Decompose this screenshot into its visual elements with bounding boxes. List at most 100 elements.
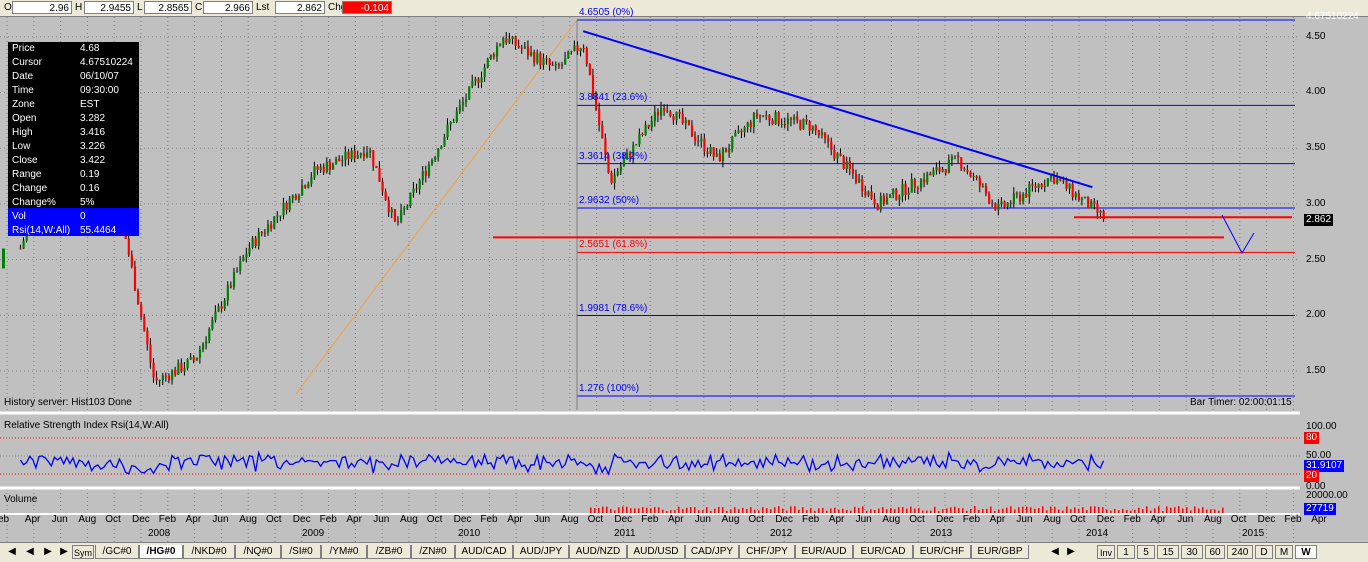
candle-body	[474, 78, 477, 82]
candle-body	[817, 130, 821, 136]
first-tab-icon[interactable]: ◀	[8, 546, 16, 557]
candle-body	[957, 155, 960, 158]
candle-body	[313, 166, 316, 178]
low-label: L	[137, 2, 143, 13]
interval-list-button[interactable]: Inv	[1097, 545, 1115, 559]
candle-body	[223, 300, 226, 309]
volume-bar	[922, 510, 924, 513]
symbol-tab[interactable]: CHF/JPY	[739, 545, 795, 559]
volume-bar	[762, 507, 764, 513]
candle-body	[774, 112, 777, 125]
volume-bar	[1106, 509, 1108, 513]
timeframe-tab[interactable]: W	[1295, 545, 1317, 559]
symbol-tab[interactable]: AUD/NZD	[569, 545, 627, 559]
candle-body	[576, 45, 579, 52]
timeframe-tab[interactable]: 30	[1181, 545, 1203, 559]
volume-bar	[918, 508, 920, 513]
timeframe-tab[interactable]: 240	[1227, 545, 1253, 559]
volume-bar	[1022, 506, 1024, 513]
candle-body	[703, 138, 706, 152]
candle-body	[458, 105, 462, 112]
volume-bar	[830, 508, 832, 513]
price-tick: 2.00	[1306, 309, 1326, 321]
volume-bar	[642, 507, 644, 513]
candle-body	[805, 119, 808, 122]
candle-body	[418, 180, 421, 190]
volume-bar	[1090, 506, 1092, 513]
candle-body	[161, 375, 164, 381]
candle-body	[907, 192, 910, 195]
timeframe-tab[interactable]: 15	[1157, 545, 1179, 559]
data-window-selection	[8, 208, 139, 222]
tabs-prev-icon[interactable]: ◀	[1051, 546, 1059, 557]
volume-bar	[1002, 508, 1004, 513]
volume-bar	[802, 507, 804, 513]
last-tab-icon[interactable]: ▶	[60, 546, 68, 557]
candle-body	[282, 202, 285, 216]
symbol-tab[interactable]: EUR/CAD	[853, 545, 913, 559]
volume-bar	[606, 506, 608, 513]
candle-body	[858, 179, 861, 183]
candle-body	[297, 195, 301, 200]
volume-bar	[1154, 508, 1156, 513]
candle-body	[285, 202, 288, 211]
month-label: Jun	[51, 514, 68, 525]
candle-body	[947, 159, 951, 173]
change-value: -0.104	[342, 1, 392, 14]
symbol-tab[interactable]: /NQ#0	[235, 545, 281, 559]
candle-body	[672, 116, 675, 121]
timeframe-tab[interactable]: M	[1275, 545, 1293, 559]
candle-body	[622, 159, 626, 167]
symbol-tab[interactable]: /NKD#0	[183, 545, 235, 559]
symbol-tab[interactable]: /SI#0	[281, 545, 321, 559]
symbol-tab[interactable]: /GC#0	[95, 545, 139, 559]
candle-body	[749, 122, 752, 128]
candle-body	[387, 200, 390, 213]
candle-body	[174, 370, 177, 375]
year-label: 2009	[302, 528, 325, 539]
symbol-list-button[interactable]: Sym	[72, 545, 94, 559]
candle-body	[236, 270, 239, 272]
month-label: Dec	[614, 514, 633, 525]
symbol-tab[interactable]: AUD/JPY	[513, 545, 569, 559]
candle-body	[724, 148, 728, 153]
timeframe-tab[interactable]: 5	[1137, 545, 1155, 559]
timeframe-tab[interactable]: 60	[1205, 545, 1225, 559]
next-tab-icon[interactable]: ▶	[44, 546, 52, 557]
close-value: 2.966	[203, 1, 253, 14]
symbol-tab[interactable]: EUR/AUD	[795, 545, 853, 559]
symbol-tab[interactable]: AUD/CAD	[455, 545, 513, 559]
candle-body	[183, 368, 186, 372]
volume-bar	[1158, 506, 1160, 513]
symbol-tab[interactable]: /ZB#0	[367, 545, 411, 559]
symbol-tab[interactable]: CAD/JPY	[685, 545, 739, 559]
candle-body	[214, 311, 217, 321]
candle-body	[273, 216, 276, 229]
candle-body	[140, 304, 143, 317]
candle-body	[434, 157, 437, 160]
candle-body	[1093, 201, 1096, 205]
volume-bar	[890, 508, 892, 513]
volume-bar	[1214, 509, 1216, 513]
candle-body	[533, 52, 536, 63]
symbol-tab[interactable]: /YM#0	[321, 545, 367, 559]
symbol-tab[interactable]: /ZN#0	[411, 545, 455, 559]
volume-bar	[826, 510, 828, 513]
symbol-tab[interactable]: EUR/GBP	[971, 545, 1029, 559]
candle-body	[743, 127, 746, 133]
tabs-next-icon[interactable]: ▶	[1067, 546, 1075, 557]
symbol-tab[interactable]: /HG#0	[139, 545, 183, 559]
candle-body	[1071, 183, 1074, 198]
price-chart[interactable]	[0, 17, 1300, 542]
timeframe-tab[interactable]: 1	[1117, 545, 1135, 559]
timeframe-tab[interactable]: D	[1255, 545, 1273, 559]
candle-body	[854, 173, 858, 183]
candle-body	[808, 121, 811, 131]
candle-body	[291, 195, 294, 199]
symbol-tab[interactable]: AUD/USD	[627, 545, 685, 559]
candle-body	[598, 109, 601, 126]
symbol-tab[interactable]: EUR/CHF	[913, 545, 971, 559]
candle-body	[378, 167, 381, 182]
prev-tab-icon[interactable]: ◀	[26, 546, 34, 557]
candle-body	[242, 257, 245, 261]
